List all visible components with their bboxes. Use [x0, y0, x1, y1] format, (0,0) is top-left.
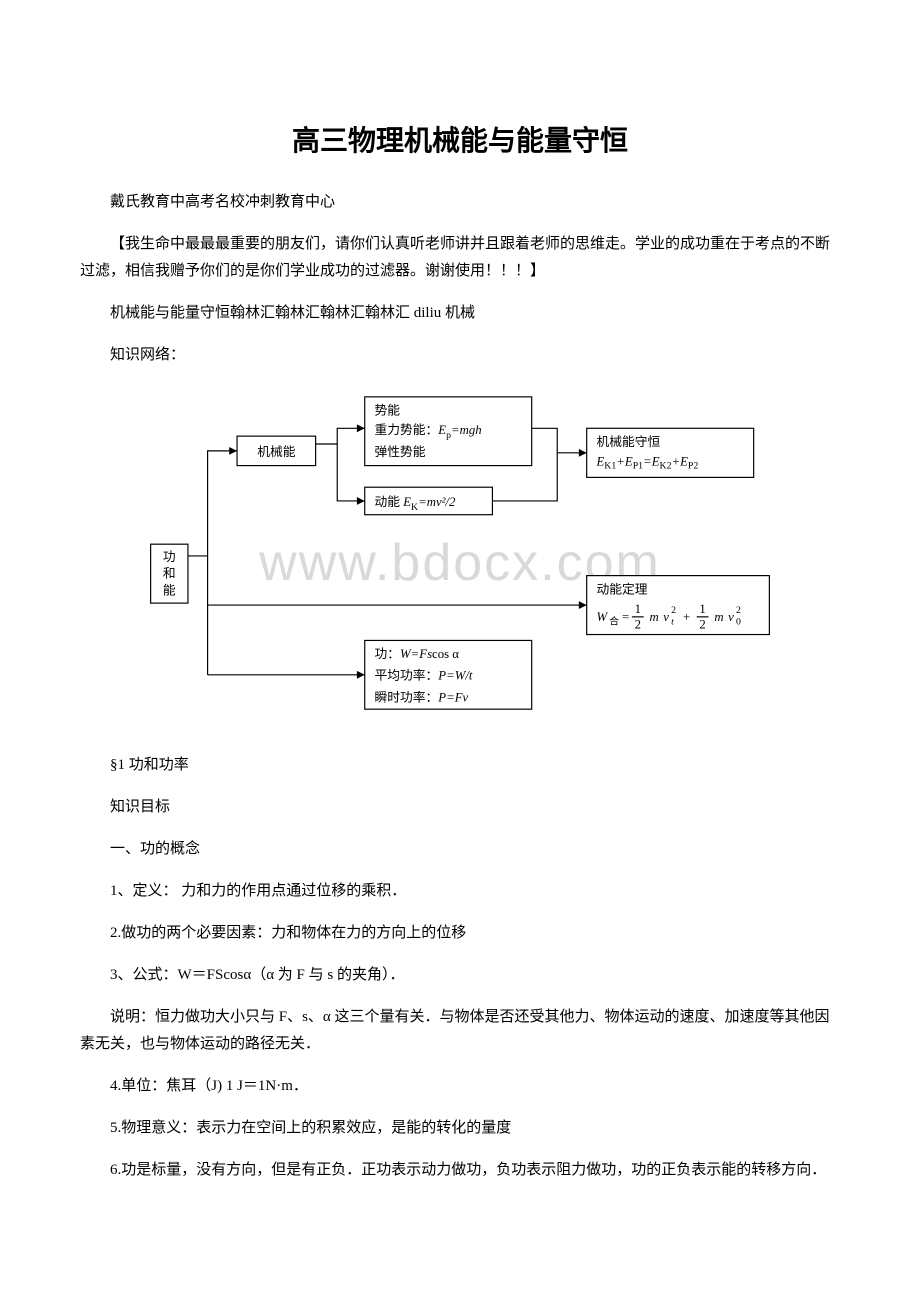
svg-text:+: +	[683, 610, 690, 624]
svg-text:t: t	[671, 616, 674, 627]
svg-text:0: 0	[736, 616, 741, 627]
paragraph: 知识网络：	[80, 342, 840, 369]
svg-text:合: 合	[609, 614, 619, 627]
paragraph: 戴氏教育中高考名校冲刺教育中心	[80, 189, 840, 216]
paragraph: 【我生命中最最最重要的朋友们，请你们认真听老师讲并且跟着老师的思维走。学业的成功…	[80, 231, 840, 285]
svg-text:=: =	[622, 610, 629, 624]
svg-text:功：W=Fscos α: 功：W=Fscos α	[375, 647, 460, 661]
paragraph: 6.功是标量，没有方向，但是有正负．正功表示动力做功，负功表示阻力做功，功的正负…	[80, 1157, 840, 1184]
svg-text:功: 功	[163, 550, 176, 564]
svg-text:能: 能	[163, 583, 176, 597]
paragraph: 1、定义： 力和力的作用点通过位移的乘积．	[80, 878, 840, 905]
svg-text:2: 2	[699, 617, 705, 631]
page: 高三物理机械能与能量守恒 戴氏教育中高考名校冲刺教育中心 【我生命中最最最重要的…	[0, 0, 920, 1256]
svg-text:2: 2	[635, 617, 641, 631]
paragraph: 机械能与能量守恒翰林汇翰林汇翰林汇翰林汇 diliu 机械	[80, 300, 840, 327]
page-title: 高三物理机械能与能量守恒	[80, 119, 840, 159]
section-heading: §1 功和功率	[80, 752, 840, 779]
paragraph: 3、公式：W＝FScosα（α 为 F 与 s 的夹角）．	[80, 962, 840, 989]
svg-text:v: v	[728, 610, 734, 624]
knowledge-network-diagram: www.bdocx.com 功 和 能 机械能 势能 重力势能：Ep=mgh 弹…	[140, 389, 780, 724]
paragraph: 5.物理意义：表示力在空间上的积累效应，是能的转化的量度	[80, 1115, 840, 1142]
paragraph: 知识目标	[80, 794, 840, 821]
paragraph: 说明：恒力做功大小只与 F、s、α 这三个量有关．与物体是否还受其他力、物体运动…	[80, 1004, 840, 1058]
svg-text:平均功率：P=W/t: 平均功率：P=W/t	[375, 667, 473, 682]
svg-text:v: v	[663, 610, 669, 624]
paragraph: 4.单位：焦耳（J) 1 J＝1N·m．	[80, 1073, 840, 1100]
svg-text:弹性势能: 弹性势能	[375, 444, 426, 459]
svg-text:机械能守恒: 机械能守恒	[597, 435, 661, 449]
svg-text:m: m	[714, 610, 723, 624]
svg-text:W: W	[597, 610, 609, 624]
svg-text:势能: 势能	[375, 402, 401, 417]
svg-text:2: 2	[736, 605, 741, 616]
svg-text:1: 1	[699, 602, 705, 616]
svg-text:2: 2	[671, 605, 676, 616]
diagram-svg: 功 和 能 机械能 势能 重力势能：Ep=mgh 弹性势能 动能 EK=mv²/…	[140, 389, 780, 719]
paragraph: 2.做功的两个必要因素：力和物体在力的方向上的位移	[80, 920, 840, 947]
svg-text:瞬时功率：P=Fv: 瞬时功率：P=Fv	[375, 689, 469, 704]
svg-text:和: 和	[163, 566, 176, 580]
svg-text:机械能: 机械能	[257, 445, 295, 459]
paragraph: 一、功的概念	[80, 836, 840, 863]
svg-text:动能定理: 动能定理	[597, 582, 648, 596]
svg-text:m: m	[650, 610, 659, 624]
svg-text:1: 1	[635, 602, 641, 616]
